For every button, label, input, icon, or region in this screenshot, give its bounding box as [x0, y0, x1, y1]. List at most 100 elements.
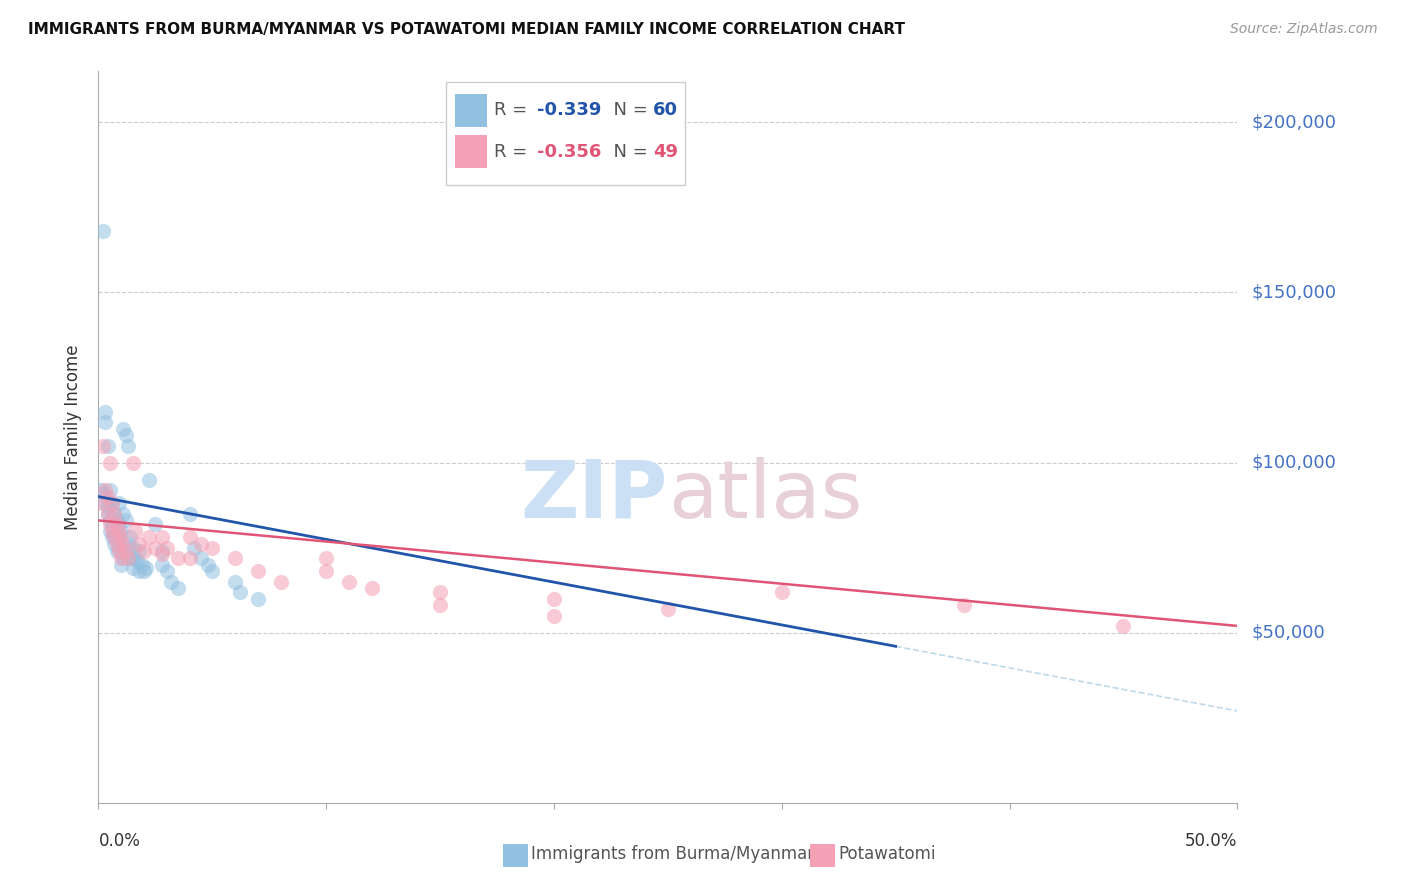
- Point: [201, 565, 224, 579]
- Point: [114, 513, 136, 527]
- Point: [117, 550, 139, 565]
- Point: [94, 483, 117, 497]
- Point: [246, 565, 269, 579]
- Point: [190, 537, 212, 551]
- Text: 0.0%: 0.0%: [98, 832, 141, 850]
- Point: [101, 524, 124, 538]
- Point: [94, 415, 117, 429]
- Point: [108, 524, 131, 538]
- Point: [156, 541, 179, 555]
- Point: [150, 548, 173, 562]
- Point: [108, 496, 131, 510]
- Point: [150, 544, 173, 558]
- Point: [145, 541, 167, 555]
- Point: [110, 531, 132, 545]
- Point: [117, 537, 139, 551]
- Point: [90, 496, 112, 510]
- Text: -0.339: -0.339: [537, 101, 602, 120]
- Point: [179, 531, 201, 545]
- Point: [135, 561, 157, 575]
- Text: N =: N =: [602, 101, 654, 120]
- Point: [543, 591, 565, 606]
- Point: [124, 550, 146, 565]
- Point: [128, 544, 150, 558]
- Point: [160, 574, 183, 589]
- FancyBboxPatch shape: [503, 844, 527, 867]
- Point: [98, 513, 121, 527]
- Text: $150,000: $150,000: [1251, 284, 1336, 301]
- Point: [543, 608, 565, 623]
- Point: [105, 537, 128, 551]
- Point: [98, 456, 121, 470]
- Point: [132, 565, 155, 579]
- Point: [138, 531, 160, 545]
- Text: 60: 60: [652, 101, 678, 120]
- Point: [103, 527, 125, 541]
- Text: $200,000: $200,000: [1251, 113, 1336, 131]
- Point: [94, 496, 117, 510]
- Point: [167, 550, 190, 565]
- Point: [138, 473, 160, 487]
- Point: [657, 602, 679, 616]
- Point: [190, 550, 212, 565]
- Point: [270, 574, 292, 589]
- Point: [429, 599, 451, 613]
- Point: [110, 544, 132, 558]
- Point: [150, 558, 173, 572]
- Point: [110, 550, 132, 565]
- Point: [91, 486, 114, 500]
- Point: [246, 591, 269, 606]
- Point: [91, 439, 114, 453]
- Point: [124, 524, 146, 538]
- Point: [91, 224, 114, 238]
- Text: $100,000: $100,000: [1251, 454, 1336, 472]
- Point: [953, 599, 976, 613]
- Text: Immigrants from Burma/Myanmar: Immigrants from Burma/Myanmar: [531, 845, 814, 863]
- Point: [94, 404, 117, 418]
- Point: [112, 507, 135, 521]
- FancyBboxPatch shape: [456, 94, 486, 127]
- Point: [105, 544, 128, 558]
- Point: [121, 561, 143, 575]
- Point: [96, 500, 118, 514]
- Point: [179, 507, 201, 521]
- Point: [228, 585, 250, 599]
- Point: [117, 439, 139, 453]
- Text: N =: N =: [602, 143, 654, 161]
- Point: [197, 558, 219, 572]
- Point: [360, 582, 382, 596]
- Point: [770, 585, 793, 599]
- Point: [114, 428, 136, 442]
- FancyBboxPatch shape: [810, 844, 835, 867]
- Point: [145, 516, 167, 531]
- Point: [103, 537, 125, 551]
- Point: [128, 565, 150, 579]
- Point: [1112, 619, 1135, 633]
- Point: [112, 537, 135, 551]
- Point: [429, 585, 451, 599]
- Text: 50.0%: 50.0%: [1185, 832, 1237, 850]
- Point: [101, 496, 124, 510]
- Point: [105, 527, 128, 541]
- Point: [201, 541, 224, 555]
- Point: [101, 496, 124, 510]
- Point: [110, 524, 132, 538]
- Point: [121, 456, 143, 470]
- Point: [105, 516, 128, 531]
- Point: [101, 531, 124, 545]
- Y-axis label: Median Family Income: Median Family Income: [65, 344, 83, 530]
- Text: R =: R =: [494, 101, 533, 120]
- Point: [120, 531, 142, 545]
- FancyBboxPatch shape: [446, 82, 685, 185]
- Point: [96, 490, 118, 504]
- Point: [112, 550, 135, 565]
- Point: [167, 582, 190, 596]
- Point: [108, 537, 131, 551]
- Point: [114, 544, 136, 558]
- Text: -0.356: -0.356: [537, 143, 602, 161]
- Text: ZIP: ZIP: [520, 457, 668, 534]
- Point: [108, 516, 131, 531]
- Text: Potawatomi: Potawatomi: [839, 845, 936, 863]
- Point: [108, 544, 131, 558]
- Point: [103, 531, 125, 545]
